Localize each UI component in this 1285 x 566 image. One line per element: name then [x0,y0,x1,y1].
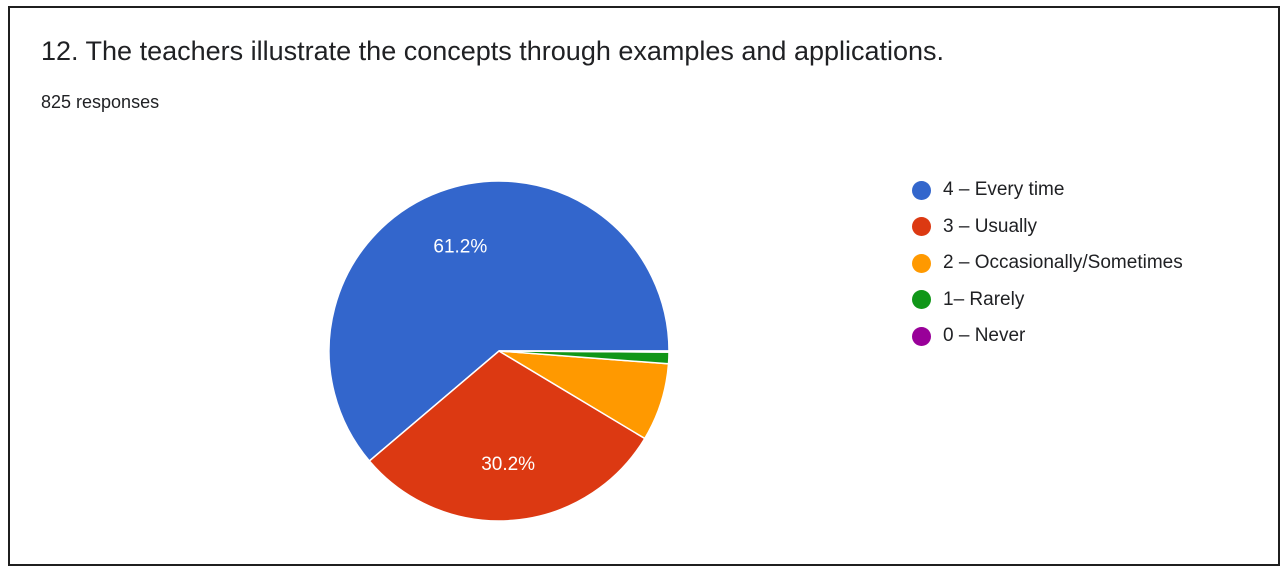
legend-swatch-4 [912,326,931,346]
legend-item-4: 0 – Never [912,318,1183,355]
chart-legend: 4 – Every time 3 – Usually 2 – Occasionall… [912,172,1183,355]
pie-chart: 61.2% 30.2% [328,180,670,522]
legend-label-3: 1– Rarely [943,288,1025,310]
legend-label-0: 4 – Every time [943,179,1065,201]
pie-data-label-1: 30.2% [481,454,535,475]
pie-slice-0 [328,180,670,463]
pie-data-label-0: 61.2% [433,237,487,258]
legend-swatch-0 [912,180,931,200]
legend-label-4: 0 – Never [943,325,1026,347]
legend-item-3: 1– Rarely [912,282,1183,319]
question-title: 12. The teachers illustrate the concepts… [41,36,945,66]
legend-swatch-1 [912,217,931,237]
legend-item-0: 4 – Every time [912,172,1183,209]
legend-item-2: 2 – Occasionally/Sometimes [912,245,1183,282]
legend-swatch-3 [912,290,931,310]
legend-item-1: 3 – Usually [912,209,1183,246]
response-count: 825 responses [41,92,160,112]
pie-slices [328,180,670,522]
legend-label-1: 3 – Usually [943,215,1037,237]
legend-swatch-2 [912,253,931,273]
pie-slice-1 [368,350,646,522]
pie-data-labels: 61.2% 30.2% [433,237,535,475]
legend-label-2: 2 – Occasionally/Sometimes [943,252,1183,274]
pie-slice-4 [498,350,670,353]
